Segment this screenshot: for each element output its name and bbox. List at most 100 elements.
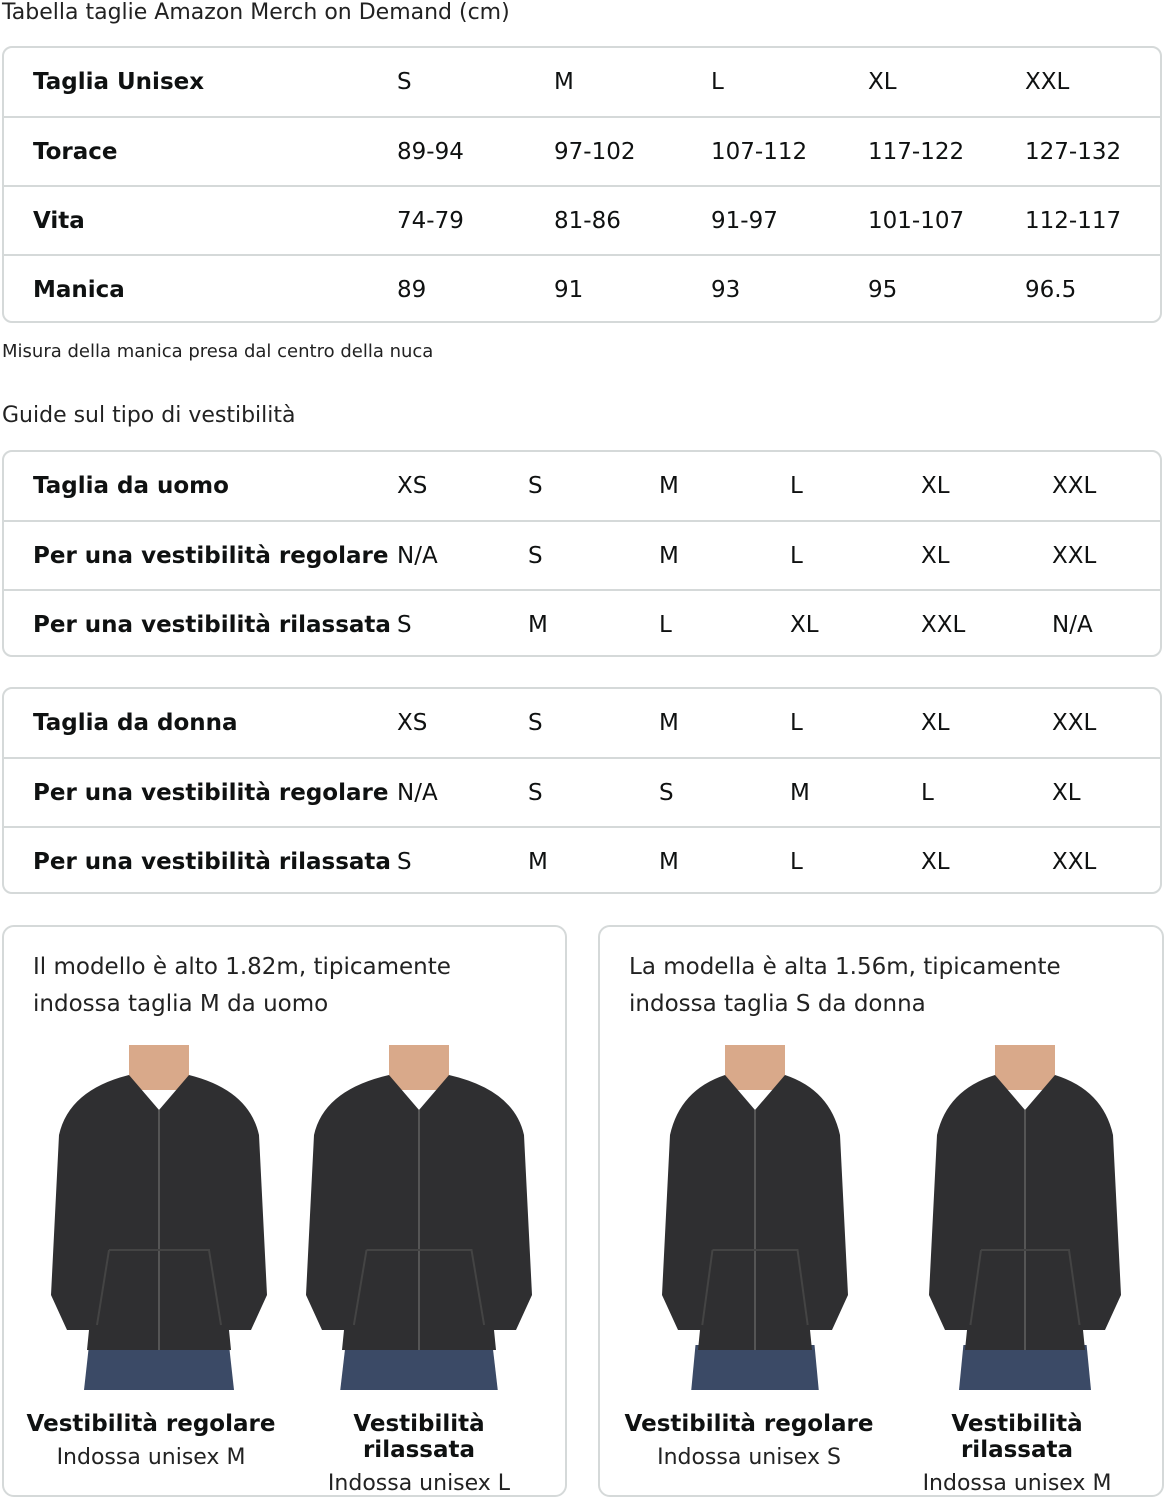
table-cell: XXL bbox=[921, 611, 966, 638]
table-cell: L bbox=[921, 779, 934, 806]
table-cell: M bbox=[659, 542, 679, 569]
table-cell: XL bbox=[921, 473, 950, 499]
pocket bbox=[701, 1249, 809, 1326]
men-relaxed-fit-image bbox=[304, 1045, 534, 1394]
row-label: Per una vestibilità rilassata bbox=[33, 848, 391, 875]
row-label: Per una vestibilità regolare bbox=[33, 542, 389, 569]
fit-guide-title: Guide sul tipo di vestibilità bbox=[2, 403, 296, 428]
men-regular-fit-image bbox=[44, 1045, 274, 1394]
table-cell: N/A bbox=[397, 779, 438, 806]
table-cell: M bbox=[659, 848, 679, 875]
women-relaxed-fit-image bbox=[910, 1045, 1140, 1394]
table-cell: 97-102 bbox=[554, 138, 636, 165]
table-cell: 117-122 bbox=[868, 138, 965, 165]
row-label: Taglia da donna bbox=[33, 710, 238, 736]
sleeve-footnote: Misura della manica presa dal centro del… bbox=[2, 341, 434, 362]
table-row: Taglia Unisex S M L XL XXL bbox=[4, 48, 1160, 116]
table-cell: S bbox=[397, 611, 412, 638]
jeans bbox=[959, 1345, 1091, 1390]
table-cell: S bbox=[528, 542, 543, 569]
table-cell: 112-117 bbox=[1025, 207, 1122, 234]
face bbox=[995, 1045, 1055, 1090]
women-model-card: La modella è alta 1.56m, tipicamente ind… bbox=[598, 925, 1164, 1497]
jeans bbox=[691, 1345, 819, 1390]
table-cell: XXL bbox=[1052, 542, 1097, 569]
men-size-table: Taglia da uomo XS S M L XL XXL Per una vestibil… bbox=[2, 450, 1162, 657]
men-model-card: Il modello è alto 1.82m, tipicamente ind… bbox=[2, 925, 567, 1497]
table-row: Per una vestibilità rilassata S M L XL XXL N/A bbox=[4, 589, 1160, 658]
table-row: Manica 89 91 93 95 96.5 bbox=[4, 254, 1160, 323]
table-cell: S bbox=[397, 848, 412, 875]
table-cell: 81-86 bbox=[554, 207, 621, 234]
table-cell: S bbox=[397, 69, 412, 95]
unisex-size-table: Taglia Unisex S M L XL XXL Torace 89-94 97-102 10… bbox=[2, 46, 1162, 323]
table-cell: M bbox=[659, 710, 679, 736]
women-model-text: La modella è alta 1.56m, tipicamente ind… bbox=[629, 954, 1061, 1017]
women-relaxed-caption: Vestibilità rilassata Indossa unisex M bbox=[922, 1411, 1112, 1496]
table-cell: 101-107 bbox=[868, 207, 965, 234]
table-cell: L bbox=[659, 611, 672, 638]
table-cell: XL bbox=[790, 611, 819, 638]
table-cell: XL bbox=[921, 710, 950, 736]
table-cell: S bbox=[528, 473, 543, 499]
row-label: Per una vestibilità regolare bbox=[33, 779, 389, 806]
table-cell: 89-94 bbox=[397, 138, 464, 165]
table-cell: M bbox=[554, 69, 574, 95]
table-cell: XS bbox=[397, 473, 428, 499]
table-cell: 95 bbox=[868, 276, 898, 303]
table-row: Per una vestibilità rilassata S M M L XL XXL bbox=[4, 826, 1160, 895]
table-row: Taglia da uomo XS S M L XL XXL bbox=[4, 452, 1160, 520]
row-label: Taglia Unisex bbox=[33, 69, 205, 95]
table-cell: XXL bbox=[1052, 710, 1097, 736]
page-title: Tabella taglie Amazon Merch on Demand (c… bbox=[2, 0, 510, 25]
men-model-text: Il modello è alto 1.82m, tipicamente ind… bbox=[33, 954, 451, 1017]
row-label: Manica bbox=[33, 276, 125, 303]
row-label: Per una vestibilità rilassata bbox=[33, 611, 391, 638]
table-cell: L bbox=[790, 473, 803, 499]
pocket bbox=[969, 1249, 1081, 1326]
table-row: Per una vestibilità regolare N/A S M L XL XXL bbox=[4, 520, 1160, 589]
table-cell: 74-79 bbox=[397, 207, 464, 234]
table-cell: L bbox=[790, 710, 803, 736]
table-cell: XL bbox=[868, 69, 897, 95]
table-cell: N/A bbox=[1052, 611, 1093, 638]
table-cell: XXL bbox=[1052, 473, 1097, 499]
table-cell: M bbox=[528, 848, 548, 875]
table-cell: M bbox=[528, 611, 548, 638]
face bbox=[129, 1045, 189, 1090]
row-label: Vita bbox=[33, 207, 85, 234]
jeans bbox=[340, 1345, 498, 1390]
jeans bbox=[84, 1345, 234, 1390]
table-cell: L bbox=[790, 848, 803, 875]
row-label: Taglia da uomo bbox=[33, 473, 229, 499]
table-cell: S bbox=[528, 710, 543, 736]
table-cell: XL bbox=[1052, 779, 1081, 806]
table-row: Per una vestibilità regolare N/A S S M L XL bbox=[4, 757, 1160, 826]
women-regular-caption: Vestibilità regolare Indossa unisex S bbox=[624, 1411, 874, 1470]
men-regular-caption: Vestibilità regolare Indossa unisex M bbox=[26, 1411, 276, 1470]
pocket bbox=[96, 1249, 222, 1326]
table-cell: 89 bbox=[397, 276, 427, 303]
table-cell: 91 bbox=[554, 276, 584, 303]
table-row: Vita 74-79 81-86 91-97 101-107 112-117 bbox=[4, 185, 1160, 254]
table-cell: L bbox=[790, 542, 803, 569]
table-cell: M bbox=[659, 473, 679, 499]
table-cell: L bbox=[711, 69, 724, 95]
table-cell: 107-112 bbox=[711, 138, 808, 165]
table-cell: XXL bbox=[1025, 69, 1070, 95]
row-label: Torace bbox=[33, 138, 118, 165]
table-cell: XL bbox=[921, 848, 950, 875]
table-cell: XXL bbox=[1052, 848, 1097, 875]
table-cell: XL bbox=[921, 542, 950, 569]
table-cell: M bbox=[790, 779, 810, 806]
face bbox=[725, 1045, 785, 1090]
table-cell: S bbox=[528, 779, 543, 806]
table-cell: N/A bbox=[397, 542, 438, 569]
table-row: Torace 89-94 97-102 107-112 117-122 127-132 bbox=[4, 116, 1160, 185]
women-regular-fit-image bbox=[640, 1045, 870, 1394]
men-relaxed-caption: Vestibilità rilassata Indossa unisex L bbox=[327, 1411, 511, 1496]
pocket bbox=[352, 1249, 486, 1326]
table-cell: 91-97 bbox=[711, 207, 778, 234]
table-cell: XS bbox=[397, 710, 428, 736]
table-cell: 96.5 bbox=[1025, 276, 1077, 303]
